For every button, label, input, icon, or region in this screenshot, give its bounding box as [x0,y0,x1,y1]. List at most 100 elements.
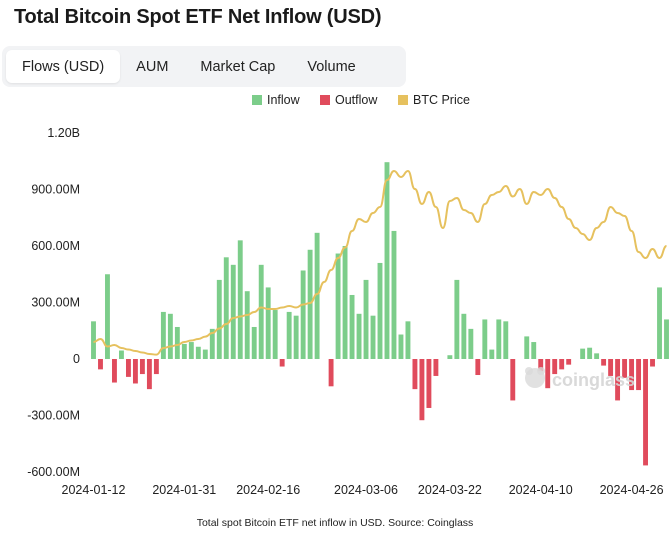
inflow-bar[interactable] [454,279,460,359]
outflow-bar[interactable] [601,359,607,366]
inflow-bar[interactable] [244,291,250,359]
outflow-bar[interactable] [566,359,572,365]
outflow-bar[interactable] [608,359,614,376]
inflow-bar[interactable] [91,321,96,359]
chart-tabs: Flows (USD) AUM Market Cap Volume [2,46,406,87]
inflow-bar[interactable] [580,348,586,359]
outflow-bar[interactable] [538,359,544,372]
inflow-bar[interactable] [258,264,264,359]
outflow-bar[interactable] [636,359,641,391]
tab-flows-usd[interactable]: Flows (USD) [6,50,121,83]
outflow-bar[interactable] [139,359,145,375]
legend-swatch-2 [398,95,408,105]
inflow-bar[interactable] [370,315,376,359]
inflow-bar[interactable] [594,353,600,359]
outflow-bar[interactable] [426,359,432,408]
outflow-bar[interactable] [552,359,558,375]
inflow-bar[interactable] [384,162,390,359]
outflow-bar[interactable] [419,359,425,421]
inflow-bar[interactable] [174,326,180,359]
inflow-bar[interactable] [335,253,341,359]
inflow-bar[interactable] [251,326,257,359]
inflow-bar[interactable] [356,313,362,359]
inflow-bar[interactable] [105,274,110,359]
tab-volume[interactable]: Volume [307,58,356,75]
outflow-bar[interactable] [510,359,516,401]
inflow-bar[interactable] [657,287,662,359]
inflow-bar[interactable] [265,287,271,359]
flow-bars [91,162,669,466]
x-tick-label: 2024-03-06 [334,483,398,497]
coinglass-logo-icon [525,367,545,388]
y-tick-label: 300.00M [31,296,80,310]
x-tick-label: 2024-01-31 [152,483,216,497]
outflow-bar[interactable] [545,359,551,389]
outflow-bar[interactable] [643,359,648,466]
outflow-bar[interactable] [328,359,334,387]
inflow-bar[interactable] [223,257,229,359]
inflow-bar[interactable] [202,349,208,359]
inflow-bar[interactable] [587,347,593,359]
inflow-bar[interactable] [188,342,194,359]
inflow-bar[interactable] [181,343,187,359]
inflow-bar[interactable] [377,262,383,359]
inflow-bar[interactable] [195,346,201,359]
inflow-bar[interactable] [314,232,320,359]
outflow-bar[interactable] [475,359,481,376]
outflow-bar[interactable] [412,359,418,390]
tab-market-cap[interactable]: Market Cap [200,58,276,75]
inflow-bar[interactable] [489,349,495,359]
inflow-bar[interactable] [216,279,222,359]
inflow-bar[interactable] [286,311,292,359]
x-axis: 2024-01-12 2024-01-31 2024-02-16 2024-03-06… [62,483,664,497]
outflow-bar[interactable] [279,359,285,367]
inflow-bar[interactable] [391,230,397,359]
inflow-bar[interactable] [405,321,411,359]
legend-label-1: Outflow [335,93,378,107]
inflow-bar[interactable] [293,315,299,359]
outflow-bar[interactable] [622,359,628,378]
inflow-bar[interactable] [272,310,278,359]
inflow-bar[interactable] [307,249,313,359]
outflow-bar[interactable] [433,359,439,376]
outflow-bar[interactable] [112,359,117,383]
chart-legend: Inflow Outflow BTC Price [252,93,470,107]
inflow-bar[interactable] [230,264,236,359]
legend-swatch-0 [252,95,262,105]
inflow-bar[interactable] [531,342,537,359]
outflow-bar[interactable] [559,359,565,370]
legend-label-2: BTC Price [413,93,470,107]
tab-aum[interactable]: AUM [136,58,169,75]
inflow-bar[interactable] [119,350,124,359]
inflow-bar[interactable] [496,319,502,359]
inflow-bar[interactable] [342,246,348,359]
inflow-bar[interactable] [503,321,509,359]
outflow-bar[interactable] [98,359,103,370]
legend-swatch-1 [320,95,330,105]
inflow-bar[interactable] [167,313,173,359]
outflow-bar[interactable] [146,359,152,390]
inflow-bar[interactable] [447,355,453,359]
outflow-bar[interactable] [153,359,159,375]
outflow-bar[interactable] [650,359,655,367]
net-inflow-chart: Inflow Outflow BTC Price -600.00M -300.00M 0… [27,93,669,497]
coinglass-watermark: coinglass [525,367,635,390]
inflow-bar[interactable] [300,270,306,359]
y-tick-label: 600.00M [31,239,80,253]
inflow-bar[interactable] [237,240,243,359]
outflow-bar[interactable] [125,359,131,377]
inflow-bar[interactable] [468,328,474,359]
inflow-bar[interactable] [209,328,215,359]
inflow-bar[interactable] [524,336,530,359]
inflow-bar[interactable] [363,279,369,359]
inflow-bar[interactable] [349,294,355,359]
inflow-bar[interactable] [482,319,488,359]
inflow-bar[interactable] [461,313,467,359]
btc-price-path [93,169,667,356]
outflow-bar[interactable] [132,359,138,384]
outflow-bar[interactable] [615,359,621,401]
inflow-bar[interactable] [160,311,166,359]
inflow-bar[interactable] [398,334,404,359]
outflow-bar[interactable] [629,359,635,391]
inflow-bar[interactable] [664,319,669,359]
